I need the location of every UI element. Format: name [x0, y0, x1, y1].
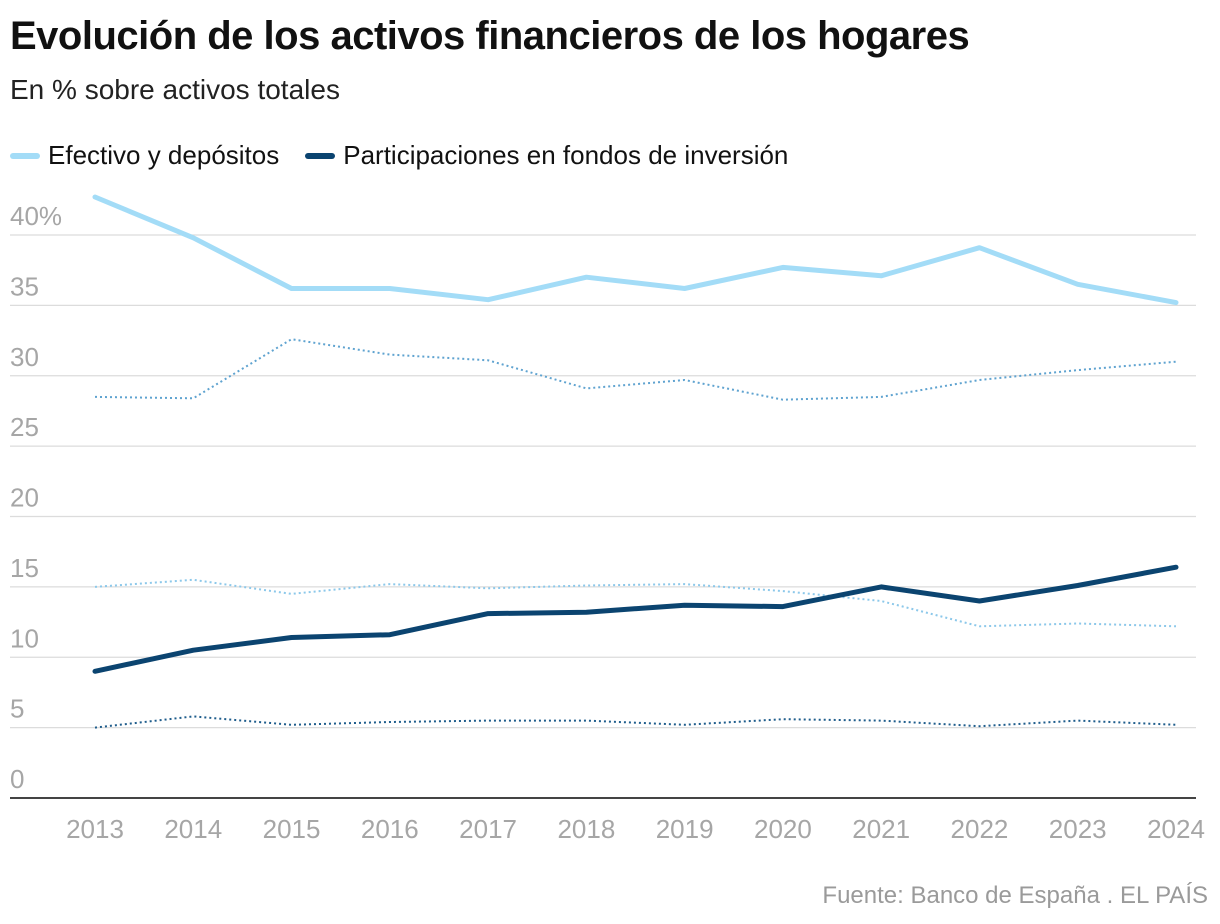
x-tick-label-2021: 2021	[852, 814, 910, 844]
y-tick-label-0: 0	[10, 764, 24, 794]
x-tick-label-2019: 2019	[656, 814, 714, 844]
chart-title: Evolución de los activos financieros de …	[10, 14, 970, 58]
y-tick-label-15: 15	[10, 553, 39, 583]
y-tick-label-40: 40%	[10, 201, 62, 231]
legend-label-efectivo: Efectivo y depósitos	[48, 140, 280, 170]
x-tick-label-2018: 2018	[557, 814, 615, 844]
grid-lines	[10, 234, 1196, 799]
x-tick-label-2024: 2024	[1147, 814, 1205, 844]
source-note: Fuente: Banco de España . EL PAÍS	[822, 882, 1208, 909]
y-tick-label-35: 35	[10, 271, 39, 301]
series-line-3	[94, 578, 1177, 628]
legend-swatch-efectivo	[10, 152, 40, 159]
x-tick-label-2016: 2016	[361, 814, 419, 844]
x-tick-label-2020: 2020	[754, 814, 812, 844]
y-axis-ticks: 0 5 10 15 20 25 30 35 40%	[10, 201, 62, 794]
y-tick-label-5: 5	[10, 694, 24, 724]
series-group	[92, 194, 1179, 729]
series-line-1	[92, 564, 1179, 674]
x-tick-label-2023: 2023	[1049, 814, 1107, 844]
legend: Efectivo y depósitos Participaciones en …	[10, 140, 814, 171]
x-tick-label-2022: 2022	[951, 814, 1009, 844]
legend-label-fondos: Participaciones en fondos de inversión	[343, 140, 789, 170]
legend-item-fondos: Participaciones en fondos de inversión	[305, 140, 788, 171]
y-tick-label-25: 25	[10, 412, 39, 442]
series-line-2	[94, 338, 1177, 401]
y-tick-label-30: 30	[10, 342, 39, 372]
x-axis-ticks: 2013 2014 2015 2016 2017 2018 2019 2020 2021 2022…	[66, 814, 1205, 844]
y-tick-label-10: 10	[10, 623, 39, 653]
x-tick-label-2017: 2017	[459, 814, 517, 844]
chart-subtitle: En % sobre activos totales	[10, 74, 340, 105]
legend-item-efectivo: Efectivo y depósitos	[10, 140, 279, 171]
series-line-4	[94, 715, 1177, 729]
y-tick-label-20: 20	[10, 483, 39, 513]
x-tick-label-2015: 2015	[263, 814, 321, 844]
legend-swatch-fondos	[305, 152, 336, 159]
series-line-0	[92, 194, 1179, 306]
x-tick-label-2013: 2013	[66, 814, 124, 844]
x-tick-label-2014: 2014	[164, 814, 222, 844]
